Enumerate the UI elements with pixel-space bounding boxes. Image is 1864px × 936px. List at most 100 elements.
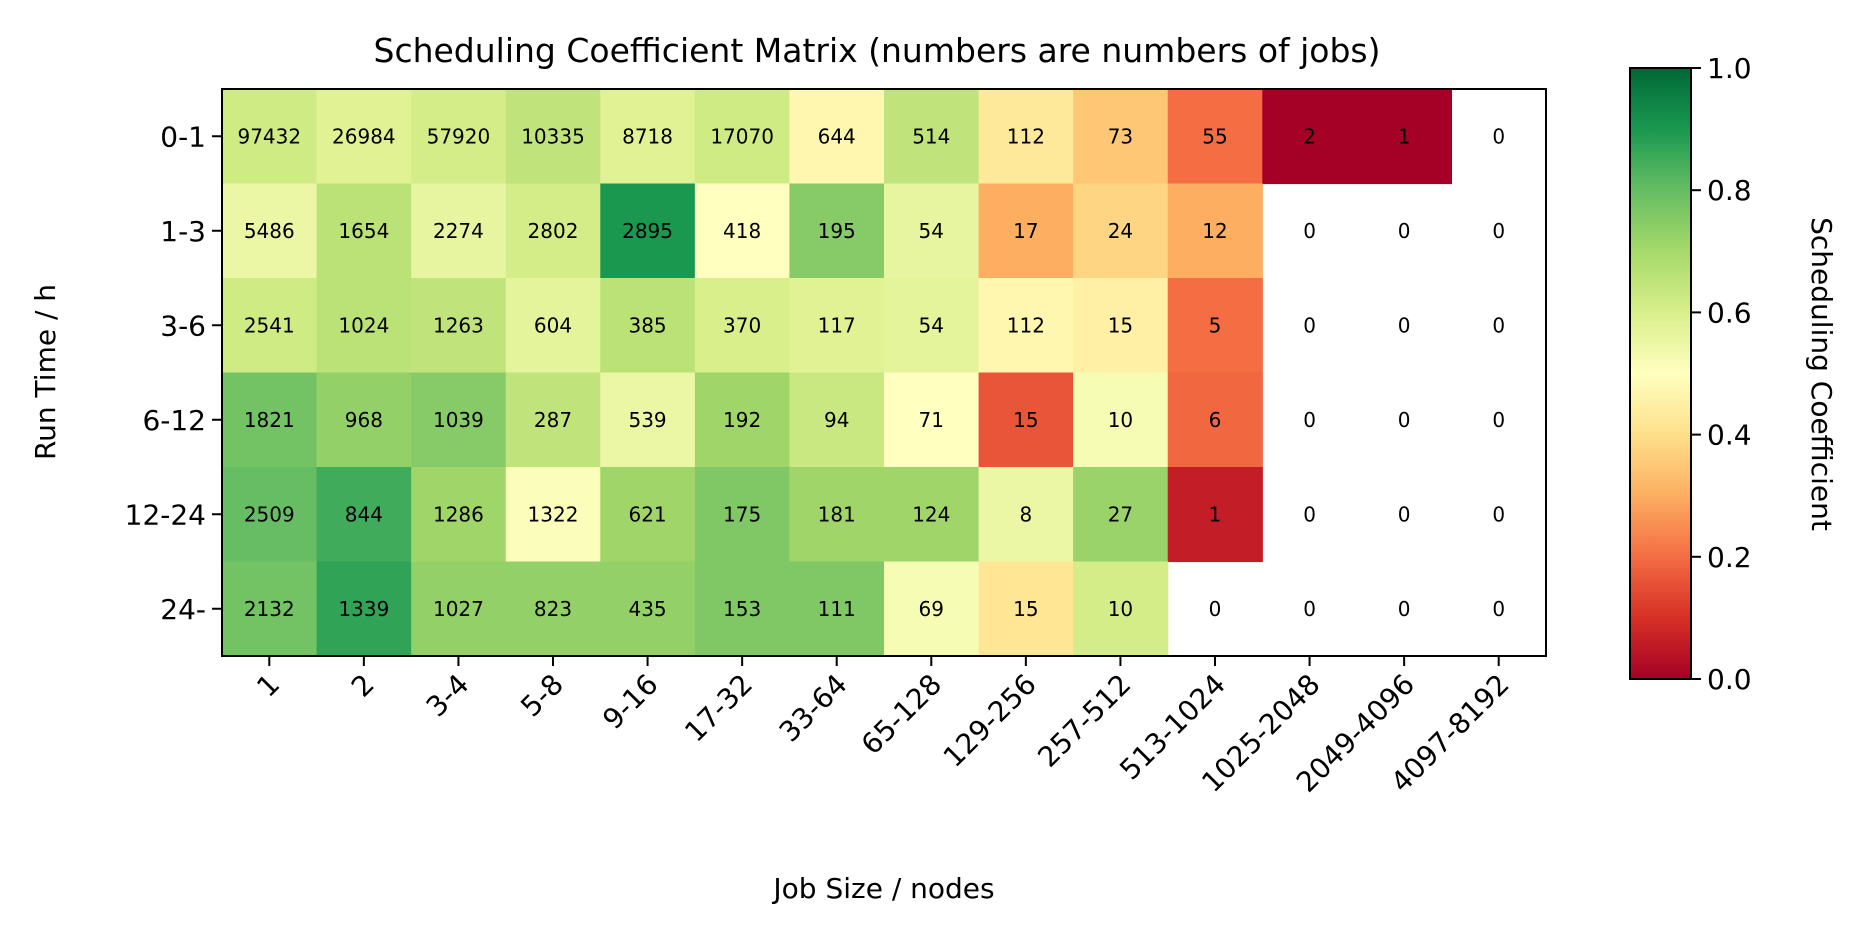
heatmap-cell-5-4 — [600, 561, 696, 657]
cell-count-label: 0 — [1303, 313, 1316, 337]
cell-count-label: 1039 — [433, 408, 484, 432]
cell-count-label: 1322 — [528, 502, 579, 526]
colorbar-tick-label: 0.6 — [1707, 296, 1752, 329]
cell-count-label: 2132 — [244, 597, 295, 621]
cell-count-label: 10335 — [521, 124, 585, 148]
cell-count-label: 10 — [1108, 597, 1133, 621]
heatmap-cell-3-0 — [222, 372, 318, 468]
cell-count-label: 539 — [628, 408, 666, 432]
cell-count-label: 112 — [1007, 124, 1045, 148]
heatmap-cell-0-5 — [694, 89, 791, 185]
cell-count-label: 124 — [912, 502, 950, 526]
heatmap-cell-5-5 — [694, 561, 791, 657]
cell-count-label: 0 — [1492, 219, 1505, 243]
cell-count-label: 5486 — [244, 219, 295, 243]
heatmap-cell-4-1 — [316, 467, 412, 563]
heatmap-cell-5-9 — [1073, 561, 1169, 657]
cell-count-label: 287 — [534, 408, 572, 432]
cell-count-label: 844 — [345, 502, 383, 526]
heatmap-cell-2-5 — [694, 278, 791, 374]
cell-count-label: 73 — [1108, 124, 1133, 148]
heatmap-cell-4-9 — [1073, 467, 1169, 563]
cell-count-label: 604 — [534, 313, 572, 337]
cell-count-label: 111 — [818, 597, 856, 621]
cell-count-label: 0 — [1398, 408, 1411, 432]
x-tick-label: 65-128 — [855, 668, 948, 761]
heatmap-cell-3-7 — [884, 372, 980, 468]
cell-count-label: 1654 — [338, 219, 389, 243]
cell-count-label: 94 — [824, 408, 849, 432]
cell-count-label: 54 — [919, 313, 944, 337]
cell-count-label: 370 — [723, 313, 761, 337]
cell-count-label: 1263 — [433, 313, 484, 337]
y-tick-label: 6-12 — [142, 404, 206, 437]
colorbar-label: Scheduling Coefficient — [1805, 217, 1838, 531]
heatmap-cell-2-1 — [316, 278, 412, 374]
heatmap-cell-4-6 — [789, 467, 885, 563]
heatmap-cell-4-7 — [884, 467, 980, 563]
heatmap-cell-0-10 — [1167, 89, 1263, 185]
cell-count-label: 5 — [1209, 313, 1222, 337]
cell-count-label: 195 — [818, 219, 856, 243]
cell-count-label: 0 — [1398, 597, 1411, 621]
cell-count-label: 15 — [1108, 313, 1133, 337]
cell-count-label: 57920 — [427, 124, 491, 148]
cell-count-label: 17 — [1013, 219, 1038, 243]
heatmap-cell-1-6 — [789, 183, 885, 279]
heatmap-cell-0-11 — [1262, 89, 1358, 185]
heatmap-cell-3-1 — [316, 372, 412, 468]
heatmap-cell-4-3 — [505, 467, 601, 563]
colorbar — [1629, 67, 1692, 680]
cell-count-label: 54 — [919, 219, 944, 243]
cell-count-label: 8 — [1019, 502, 1032, 526]
heatmap-cell-5-7 — [884, 561, 980, 657]
cell-count-label: 0 — [1398, 219, 1411, 243]
cell-count-label: 192 — [723, 408, 761, 432]
cell-count-label: 153 — [723, 597, 761, 621]
heatmap-cell-1-1 — [316, 183, 412, 279]
heatmap-cell-0-9 — [1073, 89, 1169, 185]
heatmap-cell-2-9 — [1073, 278, 1169, 374]
heatmap-cell-1-3 — [505, 183, 601, 279]
plot-frame — [221, 88, 1547, 657]
cell-count-label: 0 — [1398, 502, 1411, 526]
cell-count-label: 1 — [1398, 124, 1411, 148]
heatmap-cell-3-5 — [694, 372, 791, 468]
heatmap-cell-3-8 — [978, 372, 1074, 468]
heatmap-cell-0-4 — [600, 89, 696, 185]
heatmap-cell-3-4 — [600, 372, 696, 468]
heatmap-cell-4-0 — [222, 467, 318, 563]
heatmap-cell-2-2 — [411, 278, 507, 374]
heatmap-cell-2-4 — [600, 278, 696, 374]
cell-count-label: 15 — [1013, 408, 1038, 432]
x-tick-label: 9-16 — [596, 668, 664, 736]
heatmap-cells — [222, 89, 1453, 657]
heatmap-cell-2-7 — [884, 278, 980, 374]
heatmap-cell-4-8 — [978, 467, 1074, 563]
cell-count-label: 0 — [1492, 597, 1505, 621]
cell-count-label: 15 — [1013, 597, 1038, 621]
heatmap-cell-5-2 — [411, 561, 507, 657]
colorbar-tick-label: 1.0 — [1707, 52, 1752, 85]
heatmap-cell-1-7 — [884, 183, 980, 279]
x-axis-ticks: 1 2 3-4 5-8 9-16 17-32 33-64 65-128129-256257-5… — [250, 656, 1516, 799]
cell-count-label: 418 — [723, 219, 761, 243]
colorbar-tick-label: 0.8 — [1707, 174, 1752, 207]
cell-count-label: 621 — [628, 502, 666, 526]
cell-count-label: 69 — [919, 597, 944, 621]
cell-count-label: 644 — [818, 124, 856, 148]
cell-count-label: 0 — [1492, 124, 1505, 148]
cell-count-label: 2274 — [433, 219, 484, 243]
colorbar-tick-label: 0.0 — [1707, 663, 1752, 696]
cell-count-label: 97432 — [237, 124, 301, 148]
cell-count-label: 0 — [1303, 597, 1316, 621]
cell-count-label: 8718 — [622, 124, 673, 148]
heatmap-cell-1-0 — [222, 183, 318, 279]
x-tick-label: 1 — [250, 668, 286, 704]
y-tick-label: 1-3 — [160, 215, 206, 248]
cell-count-label: 2509 — [244, 502, 295, 526]
colorbar-ticks: 0.0 0.2 0.4 0.6 0.8 1.0 — [1691, 52, 1752, 696]
cell-count-label: 0 — [1303, 408, 1316, 432]
x-tick-label: 3-4 — [420, 668, 476, 724]
heatmap-cell-0-0 — [222, 89, 318, 185]
